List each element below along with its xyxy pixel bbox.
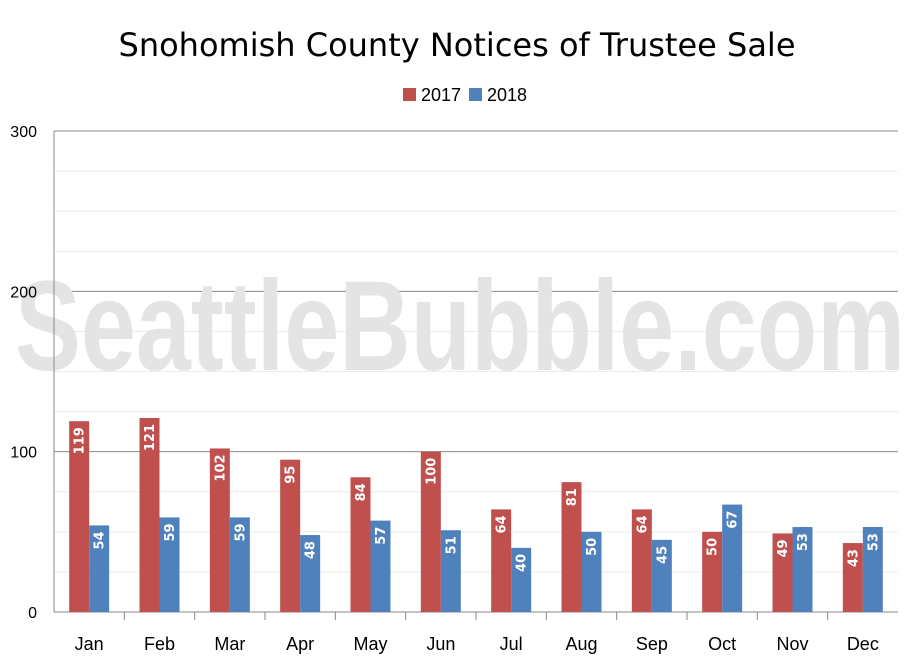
data-label-2017-feb: 121: [143, 424, 158, 451]
x-tick-label: Oct: [708, 634, 736, 654]
x-tick-label: Jan: [75, 634, 104, 654]
bar-2017-oct: [702, 531, 723, 612]
x-tick-label: Apr: [286, 634, 314, 654]
data-label-2018-mar: 59: [233, 523, 248, 541]
y-tick-label: 300: [10, 124, 37, 141]
data-label-2018-aug: 50: [585, 538, 600, 556]
bar-2017-jun: [420, 451, 441, 612]
legend-swatch-2017: [403, 88, 416, 101]
bar-2017-dec: [842, 543, 863, 612]
bar-2018-apr: [300, 535, 321, 612]
x-tick-label: Jul: [500, 634, 523, 654]
x-tick-label: Mar: [214, 634, 245, 654]
bar-2018-jun: [440, 530, 461, 612]
bar-2017-aug: [561, 482, 582, 612]
x-tick-label: Dec: [847, 634, 879, 654]
bar-2018-jan: [89, 525, 110, 612]
y-tick-labels: 0 100 200 300: [10, 124, 37, 622]
data-label-2017-jan: 119: [73, 427, 88, 454]
bar-2018-oct: [722, 504, 743, 612]
bar-2018-dec: [862, 527, 883, 612]
x-tick-label: May: [353, 634, 387, 654]
y-tick-label: 200: [10, 284, 37, 301]
bar-2018-aug: [581, 531, 602, 612]
bar-2018-jul: [511, 547, 532, 612]
bar-2017-may: [350, 477, 371, 612]
y-tick-label: 0: [28, 605, 37, 622]
bar-2017-sep: [631, 509, 652, 612]
bar-2018-sep: [651, 539, 672, 612]
bar-2018-feb: [159, 517, 180, 612]
data-label-2017-jul: 64: [495, 515, 510, 533]
data-label-2017-dec: 43: [846, 549, 861, 567]
legend-label-2017: 2017: [421, 85, 461, 105]
data-label-2018-apr: 48: [304, 541, 319, 559]
data-label-2017-apr: 95: [284, 466, 299, 484]
bar-2017-apr: [280, 459, 301, 612]
legend-swatch-2018: [469, 88, 482, 101]
x-tick-labels: Jan Feb Mar Apr May Jun Jul Aug Sep Oct Nov Dec: [75, 634, 879, 654]
bar-2018-nov: [792, 527, 813, 612]
data-label-2018-jul: 40: [515, 554, 530, 572]
bar-2017-jan: [69, 421, 90, 612]
data-label-2018-sep: 45: [655, 546, 670, 564]
legend: 2017 2018: [403, 85, 527, 105]
bar-2017-jul: [491, 509, 512, 612]
x-tick-label: Nov: [776, 634, 808, 654]
data-label-2018-feb: 59: [163, 523, 178, 541]
data-label-2018-may: 57: [374, 527, 389, 545]
data-label-2018-jun: 51: [444, 536, 459, 554]
x-tick-label: Jun: [426, 634, 455, 654]
data-label-2018-oct: 67: [726, 511, 741, 529]
legend-label-2018: 2018: [487, 85, 527, 105]
data-label-2017-oct: 50: [706, 538, 721, 556]
data-label-2017-aug: 81: [565, 488, 580, 506]
major-gridlines: [54, 130, 898, 453]
bars: 119 54 121 59 102 59 95 48 84 57 100 51 64 40 81 50 64 45…: [69, 417, 883, 612]
data-label-2017-nov: 49: [776, 539, 791, 557]
bar-2017-mar: [209, 448, 230, 612]
data-label-2017-jun: 100: [424, 458, 439, 485]
data-label-2017-mar: 102: [213, 454, 228, 481]
data-label-2018-dec: 53: [866, 533, 881, 551]
x-tick-label: Aug: [565, 634, 597, 654]
y-tick-label: 100: [10, 445, 37, 462]
bar-2017-feb: [139, 417, 160, 612]
axes: [53, 131, 898, 620]
bar-2017-nov: [772, 533, 793, 612]
chart-title: Snohomish County Notices of Trustee Sale: [119, 26, 796, 64]
data-label-2017-sep: 64: [635, 515, 650, 533]
x-tick-label: Feb: [144, 634, 175, 654]
bar-2018-mar: [229, 517, 250, 612]
minor-gridlines: [54, 170, 898, 573]
x-tick-label: Sep: [636, 634, 668, 654]
bar-2018-may: [370, 520, 391, 612]
watermark: SeattleBubble.com: [15, 255, 905, 398]
data-label-2018-jan: 54: [93, 531, 108, 549]
data-label-2017-may: 84: [354, 483, 369, 501]
data-label-2018-nov: 53: [796, 533, 811, 551]
